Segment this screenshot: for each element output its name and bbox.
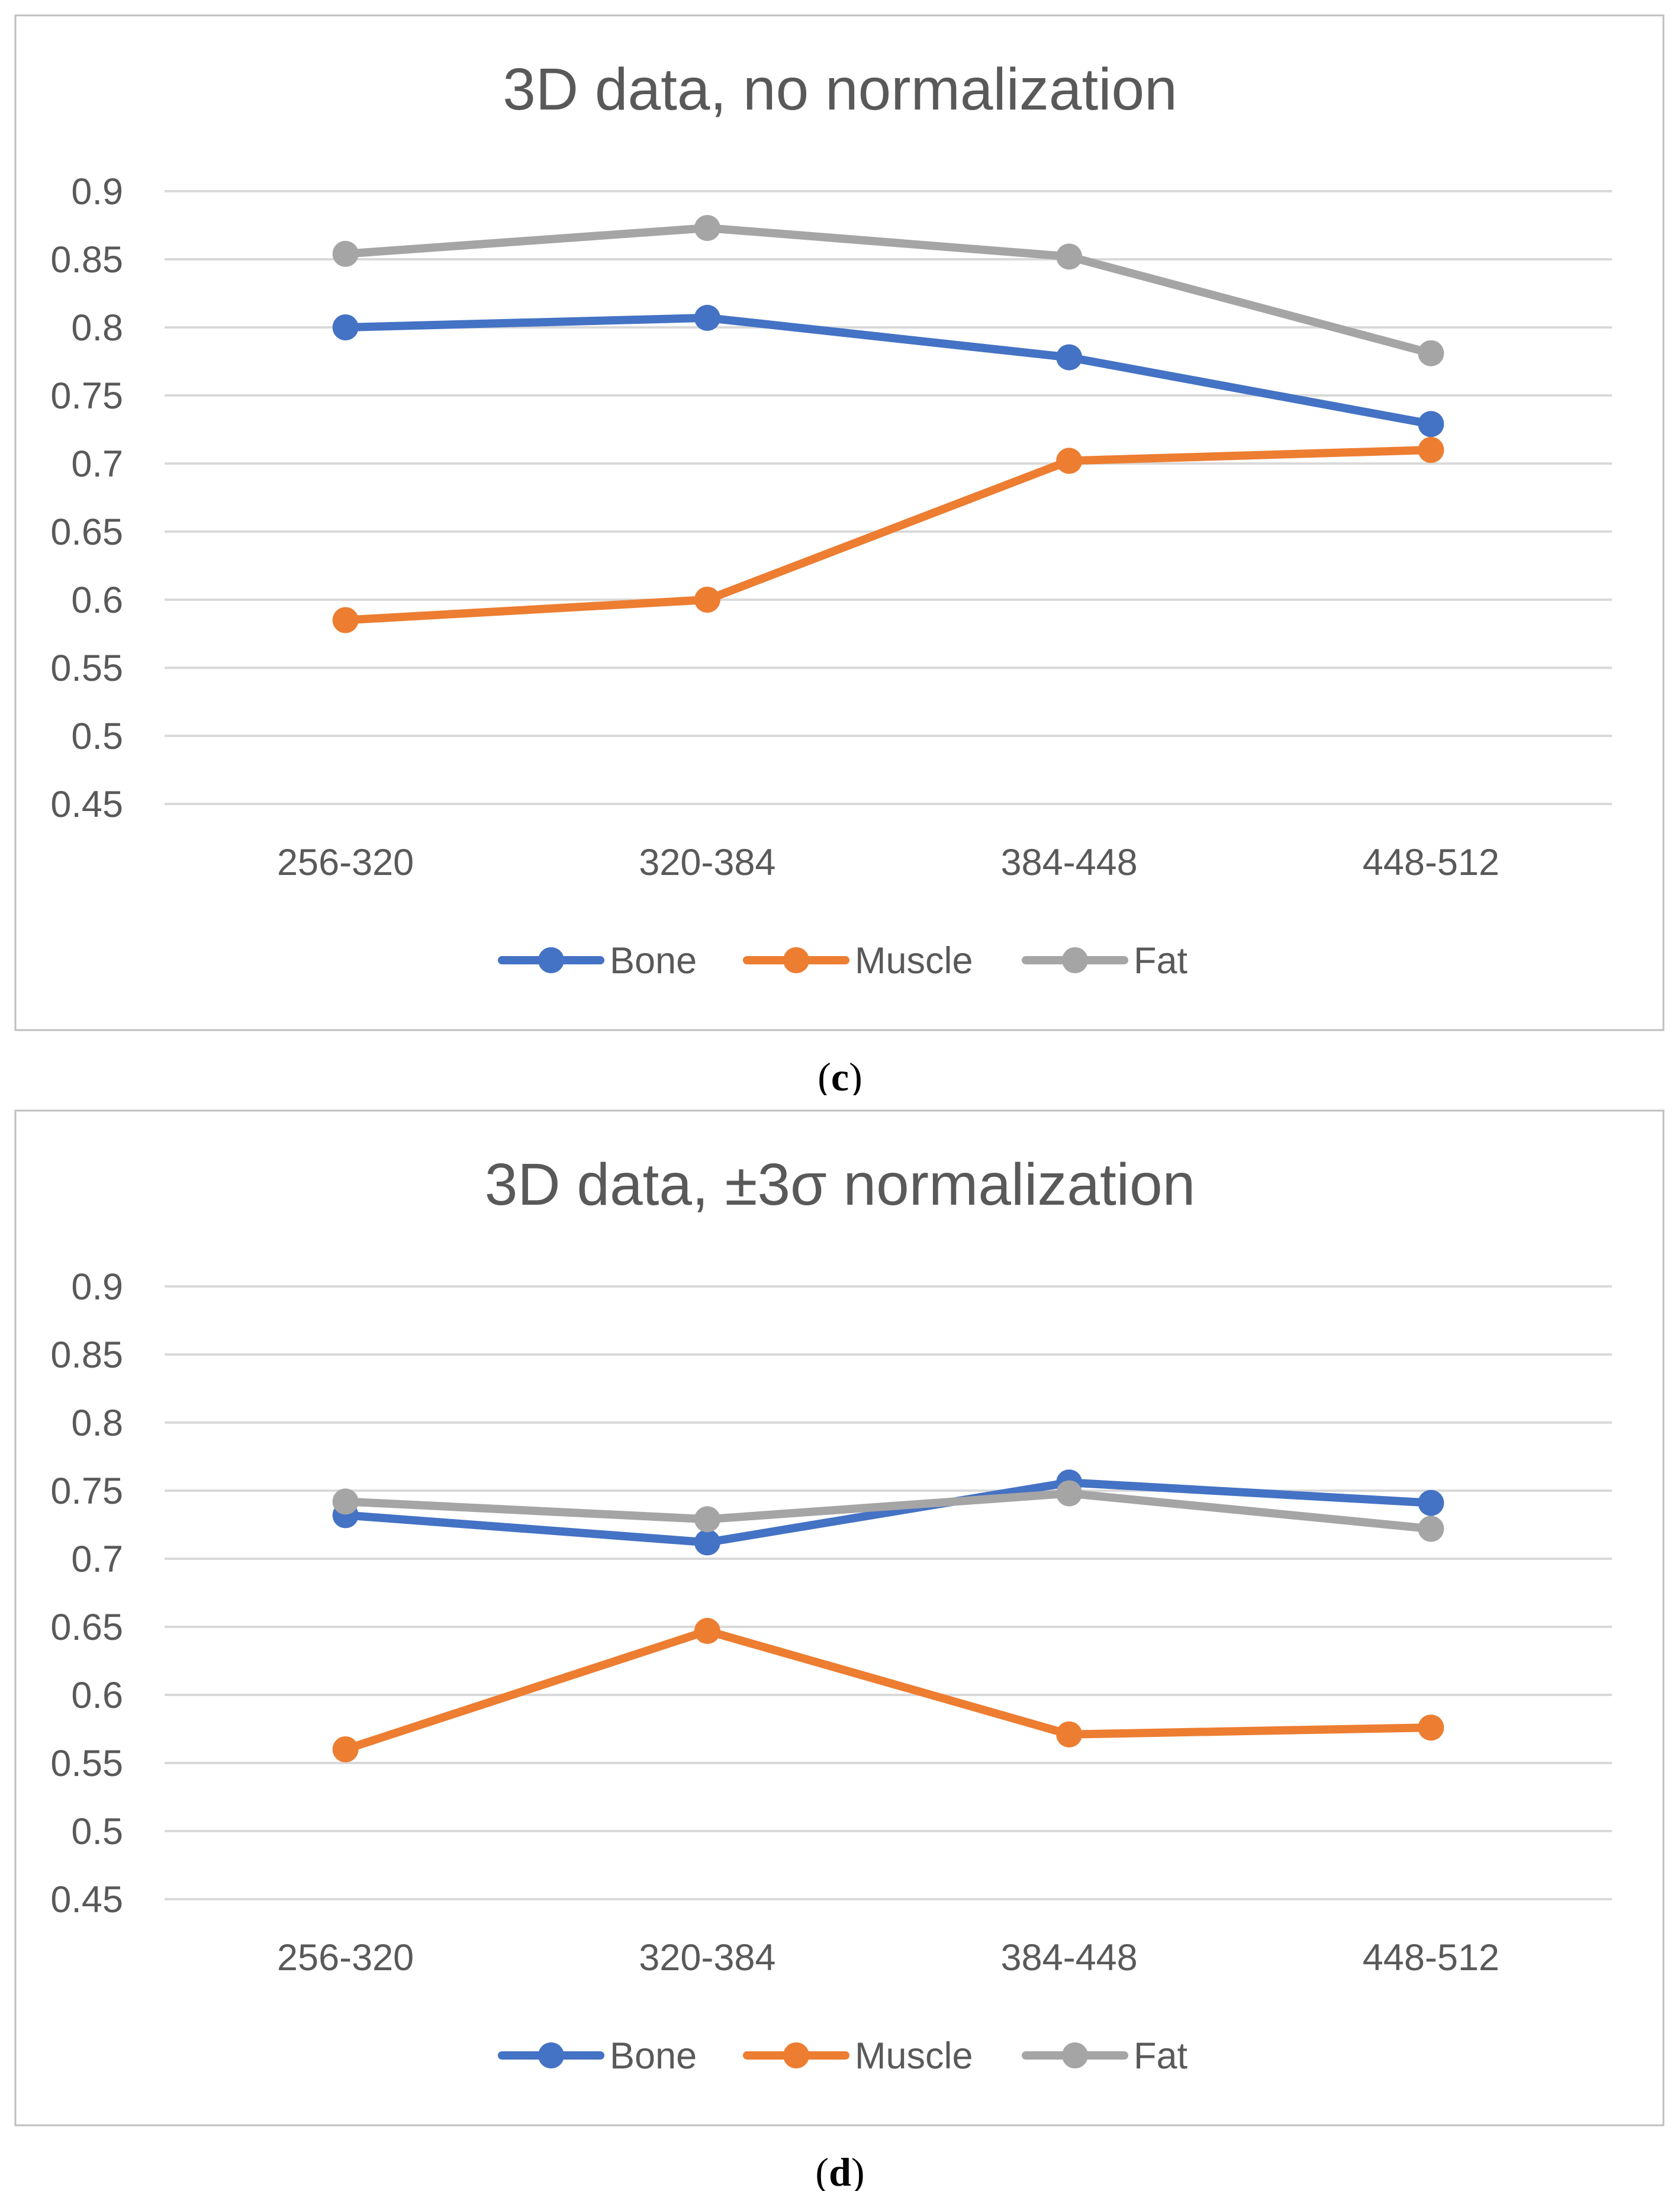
y-tick-label-c-4: 0.7 [71,443,123,485]
chart-panel-d: 3D data, ±3σ normalization 0.9 0.85 0.8 0.75… [0,1095,1680,2191]
data-point-bone-c-2 [1056,344,1083,371]
legend-label-fat-d: Fat [1134,2035,1188,2077]
y-tick-label-c-2: 0.8 [71,307,123,349]
x-tick-label-d-0: 256-320 [277,1937,414,1978]
y-tick-label-c-1: 0.85 [50,239,123,281]
chart-frame-d [14,1109,1665,2126]
data-point-muscle-c-2 [1056,448,1083,474]
legend-label-fat-c: Fat [1134,940,1188,982]
data-point-muscle-c-1 [694,587,720,613]
y-tick-label-d-8: 0.5 [71,1811,123,1852]
y-tick-label-d-1: 0.85 [50,1334,123,1376]
data-point-fat-c-2 [1056,243,1083,270]
legend-marker-bone-d [538,2042,564,2068]
y-tick-label-d-5: 0.65 [50,1607,123,1648]
y-tick-label-c-6: 0.6 [71,580,123,621]
x-tick-label-c-0: 256-320 [277,842,414,883]
data-point-bone-c-0 [332,314,359,340]
data-point-bone-d-3 [1418,1489,1444,1516]
x-tick-label-c-2: 384-448 [1001,842,1138,883]
legend-marker-fat-c [1062,947,1088,973]
y-tick-label-d-3: 0.75 [50,1471,123,1512]
caption-open-paren: ( [818,1054,831,1095]
data-point-fat-c-3 [1418,340,1444,366]
series-line-bone-d [341,1478,1436,1547]
data-point-fat-d-2 [1056,1480,1083,1507]
y-tick-label-c-5: 0.65 [50,511,123,553]
x-tick-label-d-3: 448-512 [1363,1937,1499,1978]
caption-close-paren: ) [851,2150,865,2191]
legend-label-bone-c: Bone [610,940,697,982]
chart-c: 3D data, no normalization 0.9 0.85 0.8 0.75 0… [14,14,1665,1095]
data-point-bone-c-1 [694,304,720,331]
data-point-muscle-c-3 [1418,437,1444,463]
y-tick-label-d-2: 0.8 [71,1402,123,1444]
data-point-muscle-d-1 [694,1617,720,1644]
legend-label-bone-d: Bone [610,2035,697,2077]
y-tick-label-d-4: 0.7 [71,1539,123,1580]
data-point-fat-d-0 [332,1488,359,1515]
legend-marker-muscle-c [783,947,809,973]
data-point-bone-c-3 [1418,411,1444,437]
legend-marker-fat-d [1062,2042,1088,2068]
data-point-muscle-d-0 [332,1736,359,1762]
data-point-muscle-d-3 [1418,1714,1444,1741]
y-tick-label-d-0: 0.9 [71,1266,123,1308]
data-point-fat-d-1 [694,1506,720,1533]
chart-title-d: 3D data, ±3σ normalization [485,1151,1196,1218]
series-line-bone-c [341,313,1436,429]
caption-letter: c [831,1054,849,1095]
data-point-fat-c-1 [694,215,720,242]
caption-open-paren: ( [815,2150,829,2191]
legend-label-muscle-c: Muscle [855,940,973,982]
chart-d: 3D data, ±3σ normalization 0.9 0.85 0.8 0.75… [14,1109,1665,2191]
x-tick-label-d-2: 384-448 [1001,1937,1138,1978]
series-line-fat-d [341,1489,1436,1533]
x-tick-label-c-3: 448-512 [1363,842,1499,883]
legend-marker-bone-c [538,947,564,973]
y-tick-label-c-3: 0.75 [50,375,123,417]
y-tick-label-c-9: 0.45 [50,784,123,825]
y-tick-label-c-8: 0.5 [71,716,123,757]
series-line-muscle-d [341,1626,1436,1754]
caption-letter: d [829,2150,851,2191]
data-point-bone-d-1 [694,1529,720,1556]
y-tick-label-c-0: 0.9 [71,171,123,213]
y-tick-label-d-9: 0.45 [50,1879,123,1920]
series-line-fat-c [341,224,1436,358]
chart-panel-c: 3D data, no normalization 0.9 0.85 0.8 0.75 0… [0,0,1680,1095]
x-tick-label-d-1: 320-384 [639,1937,775,1978]
data-point-muscle-d-2 [1056,1721,1083,1748]
chart-title-c: 3D data, no normalization [503,56,1177,123]
figure-caption-d: (d) [815,2150,864,2191]
caption-close-paren: ) [849,1054,862,1095]
y-tick-label-c-7: 0.55 [50,648,123,689]
x-tick-label-c-1: 320-384 [639,842,775,883]
figure-caption-c: (c) [818,1054,862,1095]
chart-frame-c [14,14,1665,1031]
series-line-muscle-c [341,446,1436,625]
data-point-fat-c-0 [332,240,359,267]
data-point-fat-d-3 [1418,1516,1444,1542]
legend-marker-muscle-d [783,2042,809,2068]
y-tick-label-d-6: 0.6 [71,1675,123,1716]
legend-label-muscle-d: Muscle [855,2035,973,2077]
y-tick-label-d-7: 0.55 [50,1743,123,1784]
data-point-muscle-c-0 [332,607,359,633]
